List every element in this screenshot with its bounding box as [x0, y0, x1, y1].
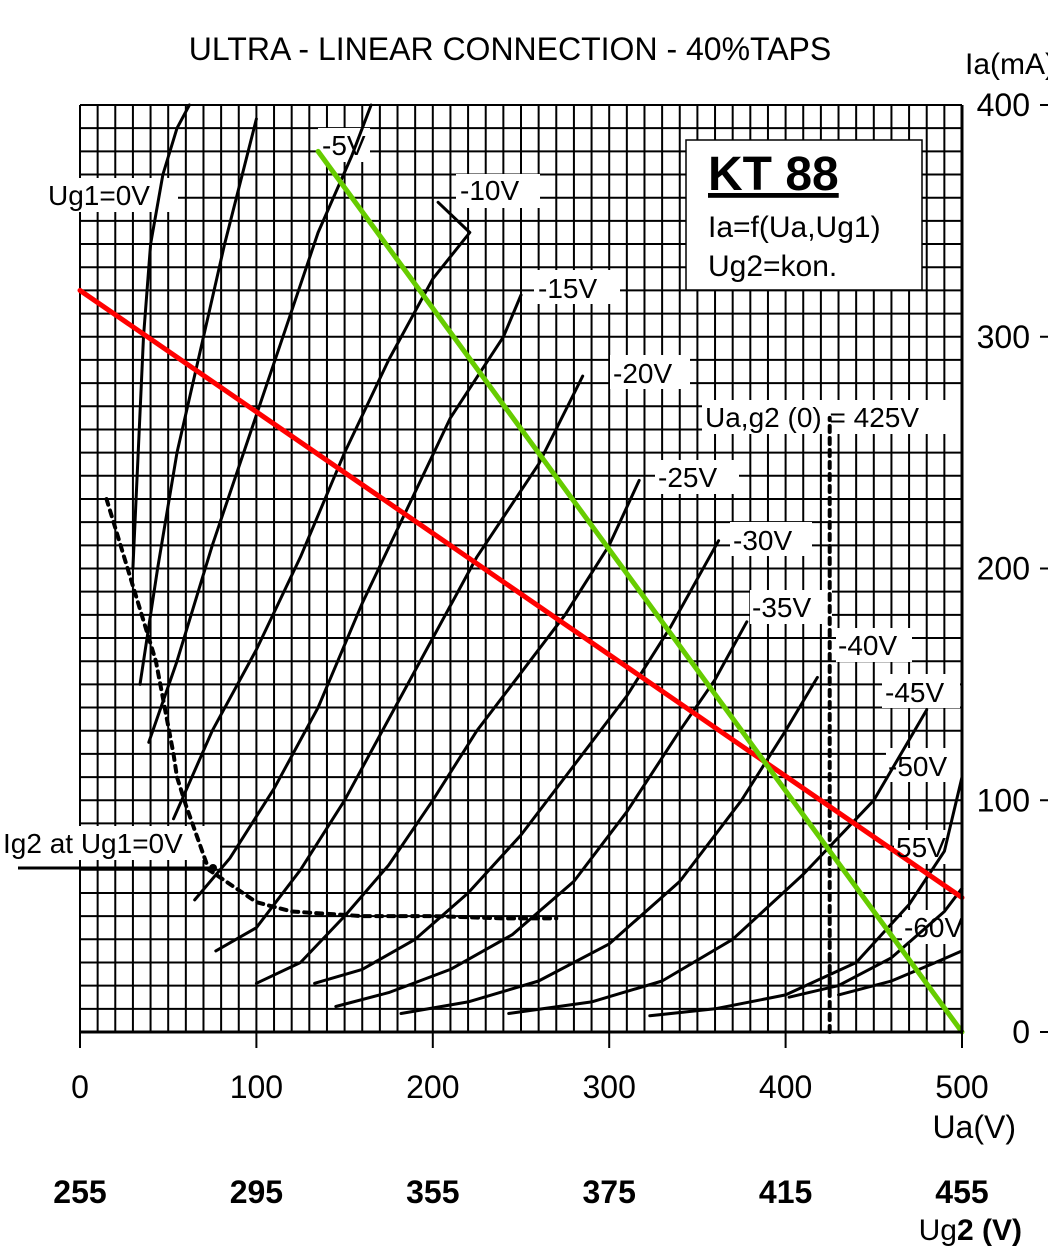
- tube-info-box: KT 88 Ia=f(Ua,Ug1) Ug2=kon.: [708, 148, 881, 283]
- curve-label-50v: -50V: [888, 751, 947, 782]
- axes: 0 100 200 300 400 500 0 100 200 300 400 255 295 355 37…: [53, 87, 1048, 1210]
- supply-voltage-label: Ua,g2 (0) = 425V: [705, 402, 919, 433]
- plate-curve: [131, 103, 191, 570]
- label-background: [750, 590, 832, 624]
- label-background: [836, 628, 912, 662]
- label-background: [534, 270, 620, 304]
- label-background: [730, 522, 812, 556]
- curve-label-5v: -5V: [322, 130, 366, 161]
- plate-curve: [787, 886, 964, 999]
- y-tick-label: 400: [977, 87, 1030, 123]
- info-box-frame: [685, 139, 923, 291]
- info-line-1: Ia=f(Ua,Ug1): [708, 211, 881, 244]
- x-tick-label: 300: [583, 1069, 636, 1105]
- label-background: [0, 826, 220, 860]
- secondary-tick-label: 295: [230, 1174, 283, 1210]
- x-tick-label: 500: [935, 1069, 988, 1105]
- curve-label-ug1-0v: Ug1=0V: [48, 180, 150, 211]
- plate-curve: [254, 478, 641, 985]
- info-line-2: Ug2=kon.: [708, 250, 837, 283]
- y-tick-label: 200: [977, 551, 1030, 587]
- curve-label-10v: -10V: [460, 175, 519, 206]
- curve-label-35v: -35V: [752, 592, 811, 623]
- x-tick-label: 200: [406, 1069, 459, 1105]
- curve-label-20v: -20V: [613, 358, 672, 389]
- secondary-tick-label: 255: [53, 1174, 106, 1210]
- plate-curve: [214, 374, 585, 953]
- plate-curve: [399, 675, 819, 1015]
- y-tick-label: 300: [977, 319, 1030, 355]
- label-background: [686, 140, 922, 290]
- plate-curve: [147, 103, 373, 744]
- curve-label-40v: -40V: [838, 630, 897, 661]
- x-tick-label: 400: [759, 1069, 812, 1105]
- label-background: [886, 748, 962, 782]
- secondary-tick-label: 415: [759, 1174, 812, 1210]
- x-tick-label: 0: [71, 1069, 89, 1105]
- tube-name: KT 88: [708, 148, 839, 201]
- curve-labels: Ug1=0V -5V -10V -15V -20V -25V -30V -35V…: [3, 130, 963, 943]
- secondary-tick-label: 355: [406, 1174, 459, 1210]
- y-tick-label: 0: [1012, 1014, 1030, 1050]
- ig2-pointer-dot: [209, 864, 217, 872]
- label-background: [882, 674, 960, 708]
- x-axis-label: Ua(V): [932, 1109, 1016, 1145]
- label-background: [655, 460, 739, 494]
- x-tick-label: 100: [230, 1069, 283, 1105]
- plate-curve: [334, 620, 749, 1008]
- secondary-axis-label-prefix: Ug: [919, 1214, 957, 1247]
- dashed-lines: [18, 415, 832, 1034]
- y-tick-label: 100: [977, 782, 1030, 818]
- plate-curve: [138, 117, 258, 686]
- label-background: [702, 400, 962, 434]
- chart-title: ULTRA - LINEAR CONNECTION - 40%TAPS: [189, 31, 831, 67]
- plate-curve: [648, 775, 964, 1018]
- ig2-label: Ig2 at Ug1=0V: [3, 828, 183, 859]
- dashed-curve: [104, 497, 559, 921]
- label-background: [610, 355, 690, 389]
- secondary-axis-label: Ug2 (V): [919, 1214, 1022, 1247]
- y-axis-label: Ia(mA): [965, 48, 1048, 81]
- curve-label-25v: -25V: [658, 462, 717, 493]
- plate-curve: [837, 949, 964, 997]
- plate-curve: [193, 293, 523, 902]
- curve-label-15v: -15V: [538, 273, 597, 304]
- secondary-tick-label: 455: [935, 1174, 988, 1210]
- plate-curve: [313, 539, 721, 985]
- load-line: [77, 287, 965, 901]
- curve-label-60v: -60V: [904, 912, 963, 943]
- curve-label-30v: -30V: [733, 525, 792, 556]
- load-lines: [77, 148, 965, 1035]
- plate-curve: [507, 708, 929, 1015]
- plot-grid: [0, 104, 980, 1033]
- curve-label-55v: 55V: [896, 832, 946, 863]
- plate-curves: [131, 103, 964, 1018]
- label-background: [456, 174, 540, 208]
- secondary-axis-label-unit: 2 (V): [957, 1214, 1022, 1247]
- secondary-tick-label: 375: [583, 1174, 636, 1210]
- plate-curve: [172, 200, 472, 821]
- load-line: [315, 148, 965, 1035]
- curve-label-45v: -45V: [885, 677, 944, 708]
